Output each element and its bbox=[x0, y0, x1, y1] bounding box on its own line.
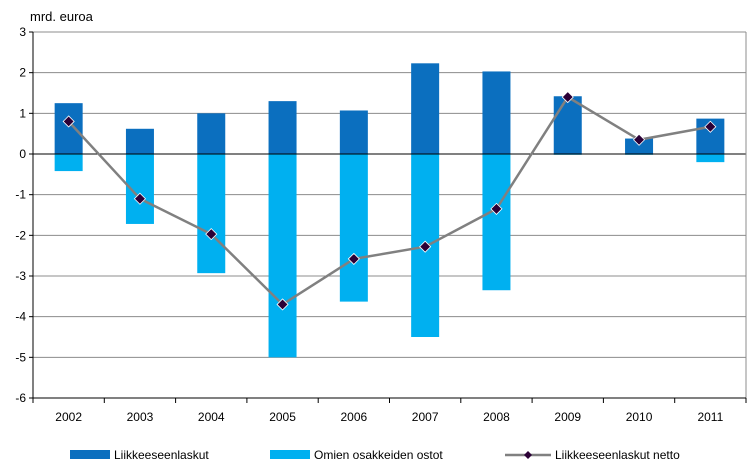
legend-label-omien-osakkeiden-ostot: Omien osakkeiden ostot bbox=[314, 448, 443, 462]
bar-liikkeeseenlaskut-2002 bbox=[54, 103, 83, 154]
net-point-2007 bbox=[419, 240, 432, 253]
x-tick-label: 2011 bbox=[697, 410, 723, 424]
y-tick-label: 0 bbox=[19, 147, 26, 161]
bar-omien-osakkeiden-ostot-2002 bbox=[54, 154, 83, 172]
bar-liikkeeseenlaskut-2009 bbox=[553, 96, 582, 154]
bar-omien-osakkeiden-ostot-2006 bbox=[339, 154, 368, 302]
y-tick-label: -4 bbox=[15, 310, 26, 324]
x-tick-label: 2009 bbox=[554, 410, 581, 424]
legend-swatch-marker bbox=[524, 451, 532, 459]
net-point-2011 bbox=[704, 120, 717, 133]
y-axis-ticks: -6 -5 -4 -3 -2 -1 0 1 2 3 bbox=[15, 25, 33, 405]
legend-swatch-liikkeeseenlaskut bbox=[70, 450, 110, 459]
net-point-2008 bbox=[490, 202, 503, 215]
net-line bbox=[62, 91, 717, 311]
x-tick-label: 2008 bbox=[483, 410, 510, 424]
x-tick-label: 2003 bbox=[127, 410, 154, 424]
bar-liikkeeseenlaskut-2006 bbox=[339, 110, 368, 154]
unit-label: mrd. euroa bbox=[30, 9, 94, 24]
axes bbox=[32, 32, 747, 398]
legend-swatch-omien-osakkeiden-ostot bbox=[270, 450, 310, 459]
net-point-2006 bbox=[347, 252, 360, 265]
net-point-2005 bbox=[276, 298, 289, 311]
bar-omien-osakkeiden-ostot-2005 bbox=[268, 154, 297, 358]
x-tick-label: 2007 bbox=[412, 410, 439, 424]
net-point-2003 bbox=[133, 192, 147, 205]
y-tick-label: -3 bbox=[15, 269, 26, 283]
net-point-2010 bbox=[632, 133, 646, 146]
x-tick-label: 2002 bbox=[55, 410, 82, 424]
x-tick-label: 2004 bbox=[198, 410, 225, 424]
x-tick-label: 2010 bbox=[626, 410, 653, 424]
x-axis-ticks: 2002 2003 2004 2005 2006 2007 2008 2009 2010 2011 bbox=[32, 397, 747, 424]
bar-liikkeeseenlaskut-2007 bbox=[411, 63, 440, 154]
x-tick-label: 2006 bbox=[340, 410, 367, 424]
net-point-2002 bbox=[62, 115, 75, 128]
bar-liikkeeseenlaskut-2003 bbox=[125, 128, 154, 154]
net-point-2004 bbox=[205, 228, 218, 241]
net-point-2009 bbox=[561, 91, 574, 104]
bar-liikkeeseenlaskut-2008 bbox=[482, 71, 511, 154]
legend-label-liikkeeseenlaskut: Liikkeeseenlaskut bbox=[114, 448, 209, 462]
bar-liikkeeseenlaskut-2004 bbox=[197, 113, 226, 154]
x-tick-label: 2005 bbox=[269, 410, 296, 424]
bar-liikkeeseenlaskut-2010 bbox=[625, 138, 654, 154]
net-line-path bbox=[67, 95, 711, 307]
y-tick-label: 1 bbox=[19, 106, 26, 120]
y-tick-label: -6 bbox=[15, 391, 26, 405]
legend-label-liikkeeseenlaskut-netto: Liikkeeseenlaskut netto bbox=[555, 448, 680, 462]
bar-omien-osakkeiden-ostot-2008 bbox=[482, 154, 511, 291]
y-tick-label: -5 bbox=[15, 350, 26, 364]
bar-liikkeeseenlaskut-2005 bbox=[268, 101, 297, 154]
y-tick-label: 2 bbox=[19, 66, 26, 80]
bars bbox=[54, 63, 725, 358]
bar-omien-osakkeiden-ostot-2004 bbox=[197, 154, 226, 274]
y-tick-label: -2 bbox=[15, 228, 26, 242]
bar-omien-osakkeiden-ostot-2011 bbox=[696, 154, 725, 163]
y-tick-label: 3 bbox=[19, 25, 26, 39]
legend: Liikkeeseenlaskut Omien osakkeiden ostot L… bbox=[70, 448, 680, 462]
y-tick-label: -1 bbox=[15, 188, 26, 202]
